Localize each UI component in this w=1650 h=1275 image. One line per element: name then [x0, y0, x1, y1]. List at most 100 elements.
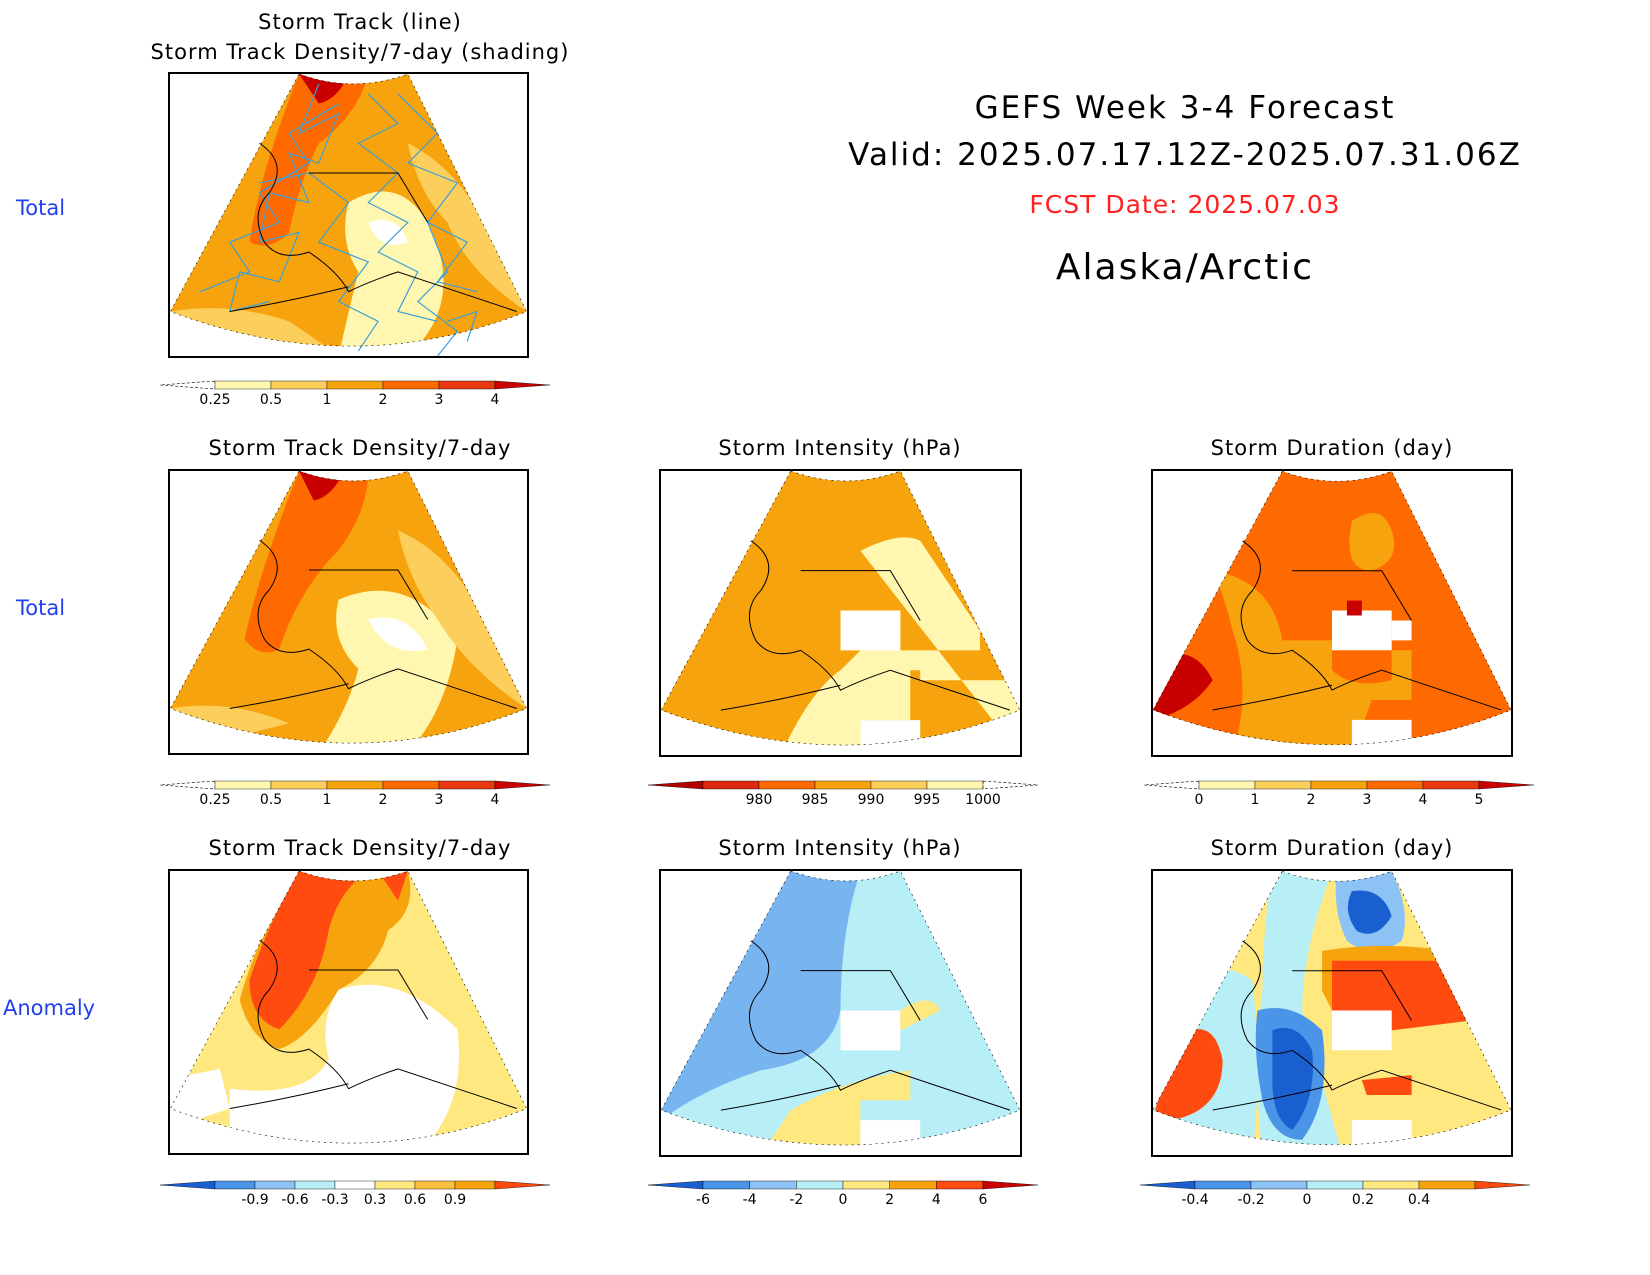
colorbar-tick-label: -0.3	[321, 1192, 348, 1208]
colorbar-arrow-right	[982, 1180, 1038, 1190]
intensity-total-map	[659, 469, 1022, 757]
colorbar-segment	[1362, 1180, 1420, 1190]
colorbar-arrow-left	[160, 1180, 216, 1190]
colorbar-tick-label: 0.4	[1408, 1192, 1430, 1208]
colorbar-arrow-left	[648, 1180, 704, 1190]
colorbar-tick-label: 0.2	[1352, 1192, 1374, 1208]
colorbar-duration-anomaly: -0.4 -0.2 0 0.2 0.4	[1140, 1180, 1530, 1208]
colorbar-segment	[842, 1180, 890, 1190]
colorbar-segment	[382, 780, 440, 790]
colorbar-arrow-right	[494, 1180, 550, 1190]
colorbar-segment	[870, 780, 928, 790]
colorbar-segment	[749, 1180, 797, 1190]
colorbar-tick-label: 4	[932, 1192, 941, 1208]
density-anomaly-map	[168, 869, 529, 1155]
colorbar-tick-label: 2	[885, 1192, 894, 1208]
colorbar-segment	[1418, 1180, 1476, 1190]
colorbar-intensity-anomaly: -6 -4 -2 0 2 4 6	[648, 1180, 1038, 1208]
colorbar-tick-label: 4	[1419, 792, 1428, 808]
colorbar-tick-label: 3	[435, 392, 444, 408]
title-line-1: GEFS Week 3-4 Forecast	[974, 90, 1396, 126]
colorbar-tick-label: 2	[379, 392, 388, 408]
colorbar-tick-label: -0.2	[1237, 1192, 1264, 1208]
colorbar-tick-label: 4	[491, 792, 500, 808]
colorbar-tick-label: 0.5	[260, 392, 282, 408]
colorbar-tick-label: 985	[802, 792, 829, 808]
colorbar-segment	[454, 1180, 496, 1190]
duration-total-title: Storm Duration (day)	[1210, 436, 1454, 460]
colorbar-tick-label: 1000	[965, 792, 1001, 808]
colorbar-segment	[214, 380, 272, 390]
colorbar-tick-label: 2	[379, 792, 388, 808]
intensity-total-map-svg	[661, 471, 1020, 746]
colorbar-tick-label: 6	[979, 1192, 988, 1208]
duration-total-map	[1151, 469, 1513, 757]
forecast-date: FCST Date: 2025.07.03	[1029, 190, 1341, 219]
colorbar-tick-label: 995	[914, 792, 941, 808]
colorbar-tick-label: -2	[789, 1192, 803, 1208]
duration-total-map-svg	[1153, 471, 1511, 746]
colorbar-arrow-right	[982, 780, 1038, 790]
colorbar-segment	[270, 380, 328, 390]
colorbar-tick-label: 0	[1303, 1192, 1312, 1208]
colorbar-segment	[214, 1180, 256, 1190]
colorbar-segment	[936, 1180, 984, 1190]
colorbar-tick-label: 980	[746, 792, 773, 808]
colorbar-segment	[326, 780, 384, 790]
duration-anomaly-title: Storm Duration (day)	[1210, 836, 1454, 860]
colorbar-arrow-left	[1140, 1180, 1196, 1190]
colorbar-tick-label: 3	[435, 792, 444, 808]
colorbar-tick-label: 0.6	[404, 1192, 426, 1208]
colorbar-segment	[1250, 1180, 1308, 1190]
colorbar-segment	[1310, 780, 1368, 790]
colorbar-arrow-right	[1478, 780, 1534, 790]
colorbar-segment	[814, 780, 872, 790]
colorbar-density-top: 0.25 0.5 1 2 3 4	[160, 380, 550, 408]
colorbar-density-anomaly: -0.9 -0.6 -0.3 0.3 0.6 0.9	[160, 1180, 550, 1208]
colorbar-arrow-right	[494, 780, 550, 790]
region-title: Alaska/Arctic	[1055, 247, 1315, 288]
colorbar-tick-label: 0.5	[260, 792, 282, 808]
title-line-2: Valid: 2025.07.17.12Z-2025.07.31.06Z	[848, 137, 1522, 173]
colorbar-tick-label: -0.6	[281, 1192, 308, 1208]
colorbar-segment	[294, 1180, 336, 1190]
colorbar-tick-label: 5	[1475, 792, 1484, 808]
colorbar-segment	[889, 1180, 937, 1190]
colorbar-segment	[1422, 780, 1480, 790]
colorbar-segment	[1254, 780, 1312, 790]
colorbar-tick-label: 1	[323, 792, 332, 808]
intensity-anomaly-map-svg	[661, 871, 1020, 1146]
density-anomaly-map-svg	[170, 871, 527, 1144]
colorbar-tick-label: 0.9	[444, 1192, 466, 1208]
colorbar-tick-label: 0	[839, 1192, 848, 1208]
colorbar-arrow-right	[1474, 1180, 1530, 1190]
colorbar-segment	[926, 780, 984, 790]
intensity-total-title: Storm Intensity (hPa)	[718, 436, 962, 460]
track-title-line-1: Storm Track (line)	[258, 10, 462, 34]
coastline-outline	[229, 142, 517, 312]
intensity-anomaly-map	[659, 869, 1022, 1157]
colorbar-segment	[414, 1180, 456, 1190]
storm-track-lines	[199, 83, 479, 356]
colorbar-arrow-right	[494, 380, 550, 390]
colorbar-tick-label: 1	[323, 392, 332, 408]
colorbar-tick-label: -6	[696, 1192, 710, 1208]
colorbar-tick-label: 1	[1251, 792, 1260, 808]
colorbar-tick-label: -0.4	[1181, 1192, 1208, 1208]
colorbar-arrow-left	[648, 780, 704, 790]
colorbar-segment	[1198, 780, 1256, 790]
colorbar-segment	[1306, 1180, 1364, 1190]
colorbar-segment	[254, 1180, 296, 1190]
colorbar-segment	[702, 1180, 750, 1190]
colorbar-segment	[758, 780, 816, 790]
colorbar-tick-label: -4	[743, 1192, 757, 1208]
colorbar-arrow-left	[1144, 780, 1200, 790]
colorbar-tick-label: 2	[1307, 792, 1316, 808]
storm-track-map-svg	[170, 74, 527, 356]
density-anomaly-title: Storm Track Density/7-day	[208, 836, 512, 860]
duration-anomaly-map	[1151, 869, 1513, 1157]
duration-anomaly-map-svg	[1153, 871, 1511, 1146]
colorbar-segment	[702, 780, 760, 790]
row-label-top: Total	[16, 196, 66, 220]
colorbar-tick-label: 4	[491, 392, 500, 408]
